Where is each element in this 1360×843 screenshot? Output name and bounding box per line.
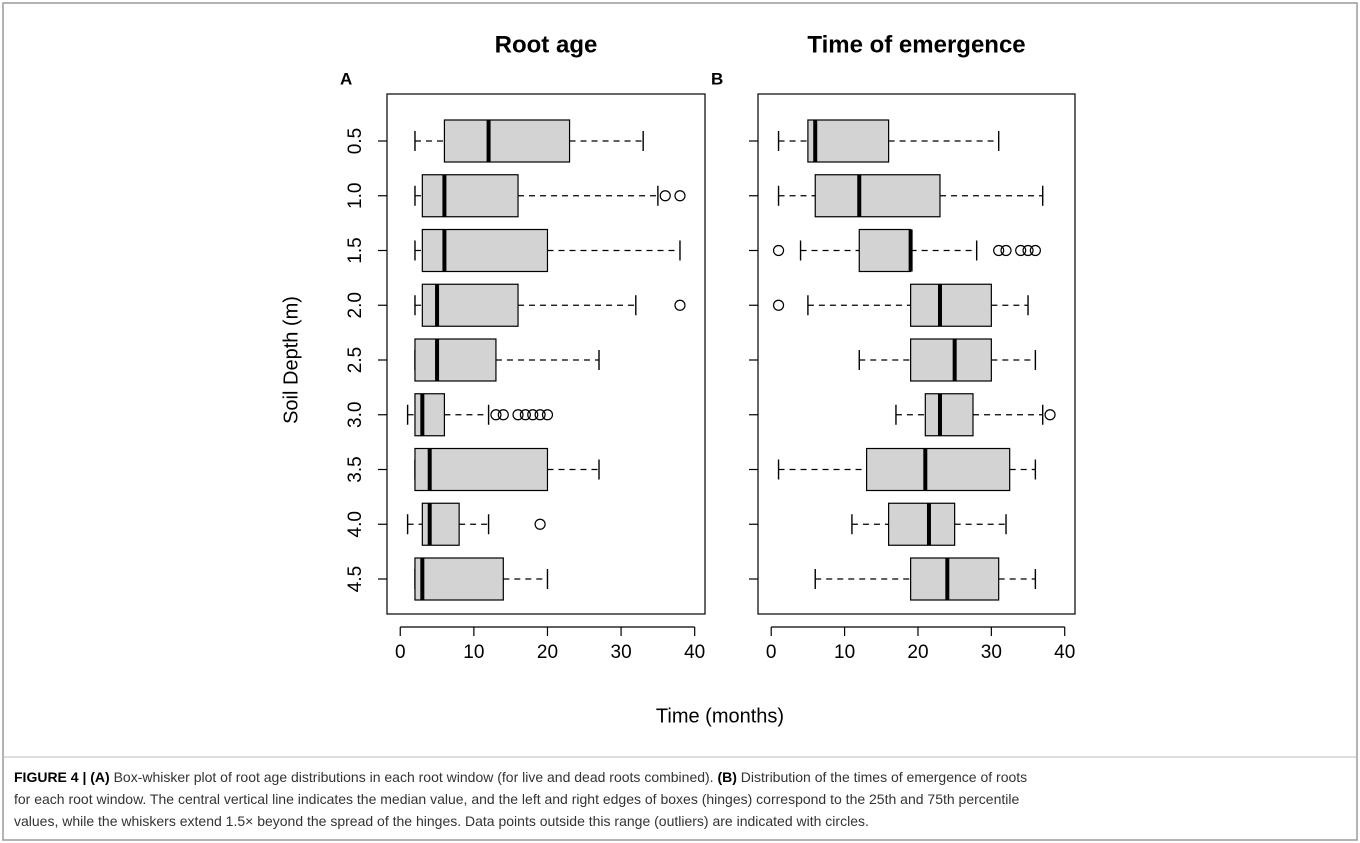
x-tick-label: 0 bbox=[766, 642, 777, 663]
outlier bbox=[772, 244, 785, 257]
x-axis-title: Time (months) bbox=[656, 705, 784, 727]
chart-title: Time of emergence bbox=[807, 31, 1025, 58]
y-tick-label: 4.5 bbox=[345, 566, 366, 592]
box bbox=[910, 338, 992, 382]
box bbox=[414, 557, 504, 601]
box bbox=[910, 283, 992, 327]
x-tick-label: 10 bbox=[463, 642, 484, 663]
caption-text: (B) bbox=[717, 769, 736, 785]
panel-label: A bbox=[340, 69, 352, 88]
outlier bbox=[534, 409, 546, 421]
box bbox=[414, 447, 549, 492]
outlier bbox=[1015, 244, 1027, 257]
box bbox=[910, 557, 1000, 601]
outlier bbox=[1044, 409, 1056, 421]
x-tick-label: 30 bbox=[611, 642, 632, 663]
caption-text: values, while the whiskers extend 1.5× b… bbox=[14, 813, 869, 829]
x-tick-label: 40 bbox=[1054, 642, 1075, 663]
outlier bbox=[512, 409, 524, 421]
x-tick-label: 40 bbox=[684, 642, 705, 663]
outlier bbox=[490, 409, 502, 421]
x-tick-label: 20 bbox=[907, 642, 928, 663]
box bbox=[414, 393, 446, 437]
outlier bbox=[772, 299, 785, 311]
outlier bbox=[1022, 244, 1034, 257]
y-tick-label: 3.5 bbox=[345, 456, 366, 482]
panel-label: B bbox=[711, 69, 723, 88]
caption-line: values, while the whiskers extend 1.5× b… bbox=[14, 813, 869, 829]
y-tick-label: 3.0 bbox=[345, 402, 366, 428]
x-tick-label: 30 bbox=[981, 642, 1002, 663]
outlier bbox=[534, 518, 546, 530]
y-tick-label: 1.5 bbox=[345, 237, 366, 263]
outlier bbox=[674, 299, 686, 311]
outlier bbox=[497, 409, 509, 421]
caption-text: Box-whisker plot of root age distributio… bbox=[110, 769, 718, 785]
x-tick-label: 20 bbox=[537, 642, 558, 663]
chart-title: Root age bbox=[495, 31, 598, 58]
plot-frame bbox=[757, 93, 1076, 615]
outlier bbox=[659, 190, 671, 202]
plot-frame bbox=[386, 93, 706, 615]
outlier bbox=[674, 190, 686, 202]
caption-text: FIGURE 4 | (A) bbox=[14, 769, 110, 785]
y-tick-label: 2.0 bbox=[345, 292, 366, 318]
outlier bbox=[541, 409, 554, 421]
caption-line: FIGURE 4 | (A) Box-whisker plot of root … bbox=[14, 769, 1027, 785]
box bbox=[814, 174, 941, 218]
y-tick-label: 1.0 bbox=[345, 183, 366, 209]
box bbox=[421, 174, 519, 218]
box bbox=[866, 447, 1011, 492]
outlier bbox=[527, 409, 539, 421]
box bbox=[443, 119, 571, 163]
outlier bbox=[1029, 244, 1041, 257]
box bbox=[888, 502, 956, 546]
caption-text: Distribution of the times of emergence o… bbox=[737, 769, 1027, 785]
box bbox=[421, 228, 549, 273]
box bbox=[924, 393, 974, 437]
caption-text: for each root window. The central vertic… bbox=[14, 791, 1019, 807]
x-tick-label: 0 bbox=[395, 642, 406, 663]
y-tick-label: 4.0 bbox=[345, 511, 366, 537]
box bbox=[858, 228, 912, 273]
y-tick-label: 2.5 bbox=[345, 347, 366, 373]
x-tick-label: 10 bbox=[834, 642, 855, 663]
y-tick-label: 0.5 bbox=[345, 128, 366, 154]
outlier bbox=[993, 244, 1005, 257]
box bbox=[414, 338, 497, 382]
outlier bbox=[1000, 244, 1012, 257]
y-axis-title: Soil Depth (m) bbox=[280, 296, 302, 424]
caption-line: for each root window. The central vertic… bbox=[14, 791, 1019, 807]
outlier bbox=[519, 409, 531, 421]
box bbox=[807, 119, 890, 163]
